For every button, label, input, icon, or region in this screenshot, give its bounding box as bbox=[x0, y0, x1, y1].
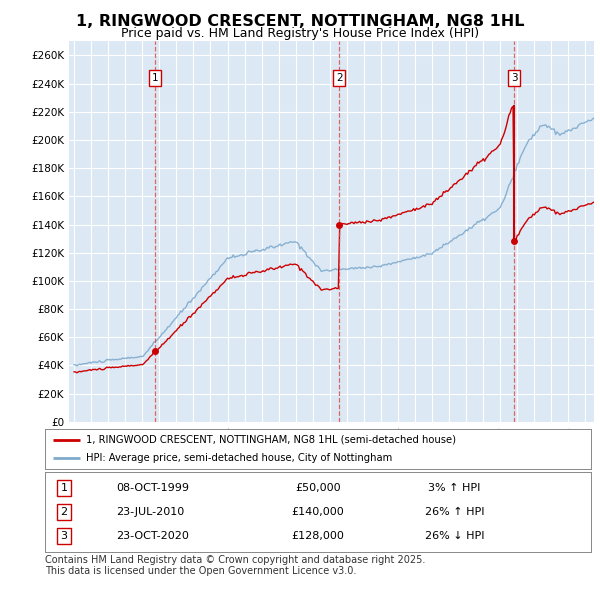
Text: 08-OCT-1999: 08-OCT-1999 bbox=[116, 483, 189, 493]
Text: Contains HM Land Registry data © Crown copyright and database right 2025.
This d: Contains HM Land Registry data © Crown c… bbox=[45, 555, 425, 576]
Text: £50,000: £50,000 bbox=[295, 483, 341, 493]
Text: 2: 2 bbox=[336, 73, 343, 83]
Text: 3% ↑ HPI: 3% ↑ HPI bbox=[428, 483, 481, 493]
Text: 26% ↑ HPI: 26% ↑ HPI bbox=[425, 507, 484, 517]
Text: 3: 3 bbox=[61, 531, 68, 540]
Text: 23-OCT-2020: 23-OCT-2020 bbox=[116, 531, 189, 540]
Text: HPI: Average price, semi-detached house, City of Nottingham: HPI: Average price, semi-detached house,… bbox=[86, 453, 392, 463]
Text: 1, RINGWOOD CRESCENT, NOTTINGHAM, NG8 1HL: 1, RINGWOOD CRESCENT, NOTTINGHAM, NG8 1H… bbox=[76, 14, 524, 28]
Text: 1: 1 bbox=[61, 483, 68, 493]
Text: 23-JUL-2010: 23-JUL-2010 bbox=[116, 507, 184, 517]
Text: 2: 2 bbox=[61, 507, 68, 517]
Text: 1: 1 bbox=[152, 73, 159, 83]
Text: 1, RINGWOOD CRESCENT, NOTTINGHAM, NG8 1HL (semi-detached house): 1, RINGWOOD CRESCENT, NOTTINGHAM, NG8 1H… bbox=[86, 435, 456, 445]
Text: £140,000: £140,000 bbox=[292, 507, 344, 517]
Text: Price paid vs. HM Land Registry's House Price Index (HPI): Price paid vs. HM Land Registry's House … bbox=[121, 27, 479, 40]
Text: 26% ↓ HPI: 26% ↓ HPI bbox=[425, 531, 484, 540]
Text: 3: 3 bbox=[511, 73, 517, 83]
Text: £128,000: £128,000 bbox=[292, 531, 344, 540]
